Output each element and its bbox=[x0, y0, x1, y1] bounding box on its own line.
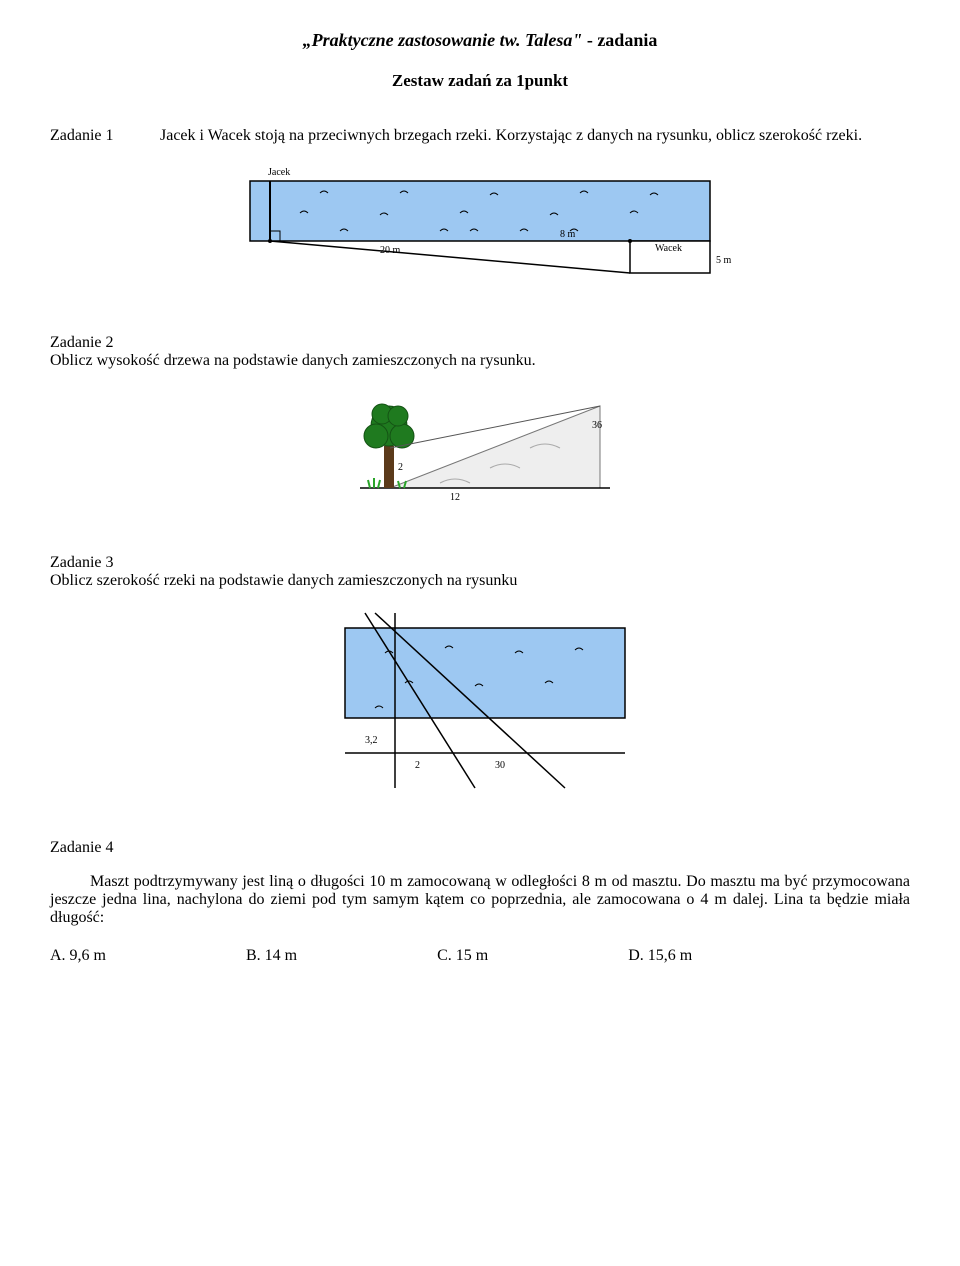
fig1-jacek: Jacek bbox=[268, 167, 290, 178]
answer-a: A. 9,6 m bbox=[50, 947, 106, 965]
figure-1-svg: Jacek Wacek 5 m 20 m 8 m bbox=[210, 163, 750, 293]
task-1-label: Zadanie 1 bbox=[50, 127, 160, 145]
figure-3-svg: 3,2 2 30 bbox=[315, 608, 645, 798]
page-title: „Praktyczne zastosowanie tw. Talesa" - z… bbox=[50, 30, 910, 51]
task-3: Zadanie 3 Oblicz szerokość rzeki na pods… bbox=[50, 554, 910, 590]
answer-c: C. 15 m bbox=[437, 947, 488, 965]
figure-2-svg: 36 2 12 bbox=[340, 388, 620, 513]
title-rest: - zadania bbox=[582, 30, 657, 50]
task-2-label: Zadanie 2 bbox=[50, 334, 114, 351]
answer-d: D. 15,6 m bbox=[628, 947, 692, 965]
fig3-b: 2 bbox=[415, 760, 420, 771]
figure-2: 36 2 12 bbox=[50, 388, 910, 518]
fig3-c: 30 bbox=[495, 760, 505, 771]
fig1-d2: 8 m bbox=[560, 229, 576, 240]
fig2-12: 12 bbox=[450, 492, 460, 503]
fig2-36: 36 bbox=[592, 420, 602, 431]
figure-1: Jacek Wacek 5 m 20 m 8 m bbox=[50, 163, 910, 298]
task-4: Zadanie 4 Maszt podtrzymywany jest liną … bbox=[50, 839, 910, 965]
task-3-text: Oblicz szerokość rzeki na podstawie dany… bbox=[50, 572, 910, 590]
title-italic: „Praktyczne zastosowanie tw. Talesa" bbox=[303, 30, 583, 50]
task-3-label: Zadanie 3 bbox=[50, 554, 114, 571]
task-2: Zadanie 2 Oblicz wysokość drzewa na pods… bbox=[50, 334, 910, 370]
task-2-text: Oblicz wysokość drzewa na podstawie dany… bbox=[50, 352, 910, 370]
task-1-text: Jacek i Wacek stoją na przeciwnych brzeg… bbox=[160, 127, 862, 144]
task-4-text: Maszt podtrzymywany jest liną o długości… bbox=[50, 873, 910, 927]
task-4-answers: A. 9,6 m B. 14 m C. 15 m D. 15,6 m bbox=[50, 947, 910, 965]
fig1-d3: 5 m bbox=[716, 255, 732, 266]
figure-3: 3,2 2 30 bbox=[50, 608, 910, 803]
fig3-a: 3,2 bbox=[365, 735, 378, 746]
fig1-wacek: Wacek bbox=[655, 243, 682, 254]
task-1: Zadanie 1 Jacek i Wacek stoją na przeciw… bbox=[50, 127, 910, 145]
fig2-2: 2 bbox=[398, 462, 403, 473]
answer-b: B. 14 m bbox=[246, 947, 297, 965]
task-1-text-part1: Jacek i Wacek stoją na przeciwnych brzeg… bbox=[160, 127, 910, 145]
fig1-d1: 20 m bbox=[380, 245, 401, 256]
task-4-label: Zadanie 4 bbox=[50, 839, 114, 856]
page-subtitle: Zestaw zadań za 1punkt bbox=[50, 71, 910, 91]
